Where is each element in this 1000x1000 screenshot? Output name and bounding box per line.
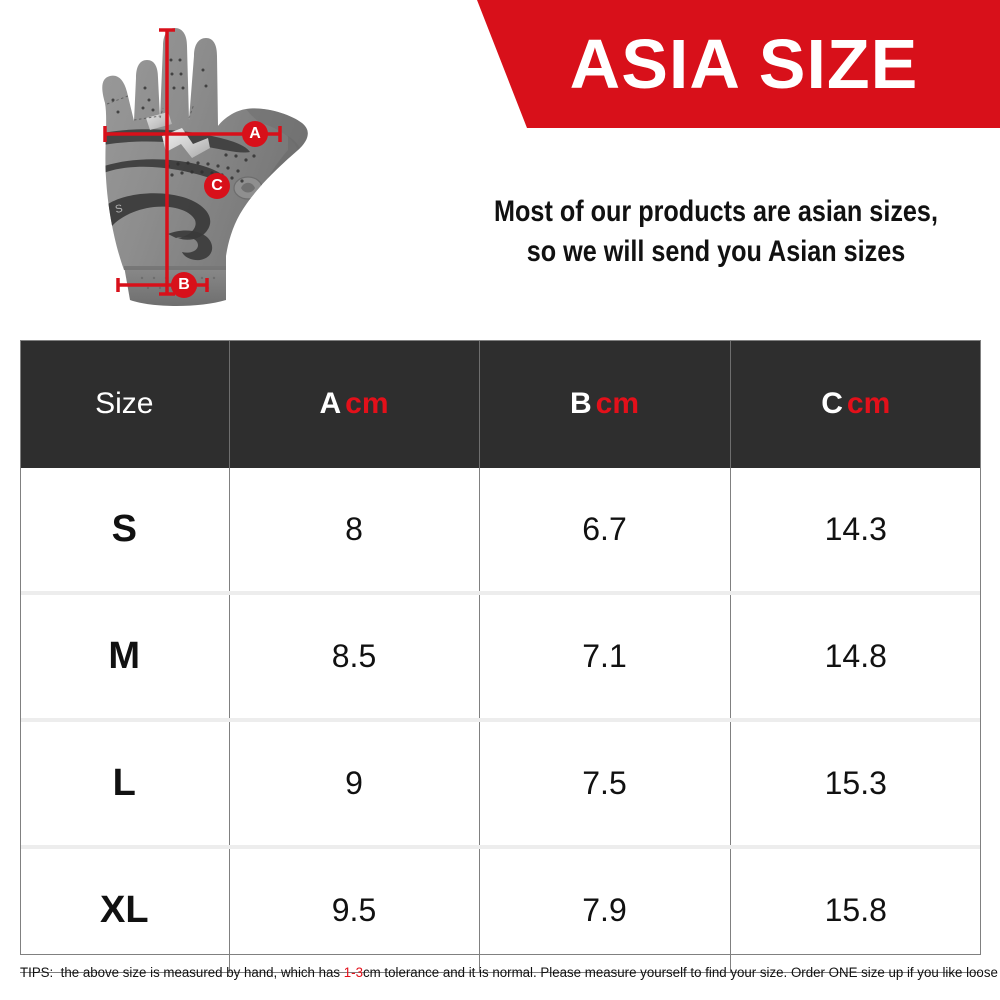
svg-text:S: S xyxy=(114,203,124,216)
glove-body: S xyxy=(102,28,308,306)
cell-size: M xyxy=(20,593,230,722)
table-row: S 8 6.7 14.3 xyxy=(20,468,981,595)
column-header-size-label: Size xyxy=(95,387,154,420)
measurement-lines xyxy=(103,28,282,296)
cell-c: 15.8 xyxy=(730,847,981,973)
column-header-b-unit: cm xyxy=(595,387,640,420)
table-row: L 9 7.5 15.3 xyxy=(20,720,981,849)
column-header-size: Size xyxy=(20,340,230,468)
tips-part-1: the above size is measured by hand, whic… xyxy=(60,965,341,980)
cell-size: L xyxy=(20,720,230,849)
cell-a: 9.5 xyxy=(229,847,480,973)
dimension-marker-a: A xyxy=(242,121,268,147)
tips-note: TIPS: the above size is measured by hand… xyxy=(20,965,1000,981)
table-row: M 8.5 7.1 14.8 xyxy=(20,593,981,722)
glove-illustration: S xyxy=(102,28,308,306)
subtitle-text: Most of our products are asian sizes, so… xyxy=(484,192,948,271)
cell-c: 14.3 xyxy=(730,468,981,595)
cell-size: XL xyxy=(20,847,230,973)
subtitle-line-2: so we will send you Asian sizes xyxy=(526,234,906,268)
cell-b: 7.1 xyxy=(479,593,731,722)
column-header-c-letter: C xyxy=(821,387,843,420)
tips-part-2: cm tolerance and it is normal. Please me… xyxy=(363,965,1000,980)
dimension-marker-b: B xyxy=(171,272,197,298)
cell-c: 14.8 xyxy=(730,593,981,722)
cell-b: 7.9 xyxy=(479,847,731,973)
banner-title: ASIA SIZE xyxy=(569,25,919,103)
cell-a: 8.5 xyxy=(229,593,480,722)
column-header-c-unit: cm xyxy=(846,387,891,420)
column-header-a-unit: cm xyxy=(345,387,389,420)
header-section: ASIA SIZE Most of our products are asian… xyxy=(0,0,1000,310)
glove-measurement-figure: S xyxy=(50,8,340,308)
cell-b: 7.5 xyxy=(479,720,731,849)
table-body: S 8 6.7 14.3 M 8.5 7.1 14.8 L 9 7.5 15.3… xyxy=(20,468,981,973)
cell-c: 15.3 xyxy=(730,720,981,849)
cell-size: S xyxy=(20,468,230,595)
cell-b: 6.7 xyxy=(479,468,731,595)
cell-a: 8 xyxy=(229,468,480,595)
dimension-marker-c: C xyxy=(204,173,230,199)
cell-a: 9 xyxy=(229,720,480,849)
column-header-a-letter: A xyxy=(319,387,342,420)
subtitle-line-1: Most of our products are asian sizes, xyxy=(494,195,938,228)
table-row: XL 9.5 7.9 15.8 xyxy=(20,847,981,973)
tips-accent: 1-3 xyxy=(343,965,364,980)
column-header-b-letter: B xyxy=(569,387,592,420)
tips-label: TIPS: xyxy=(20,965,54,980)
asia-size-banner: ASIA SIZE xyxy=(477,0,1000,128)
